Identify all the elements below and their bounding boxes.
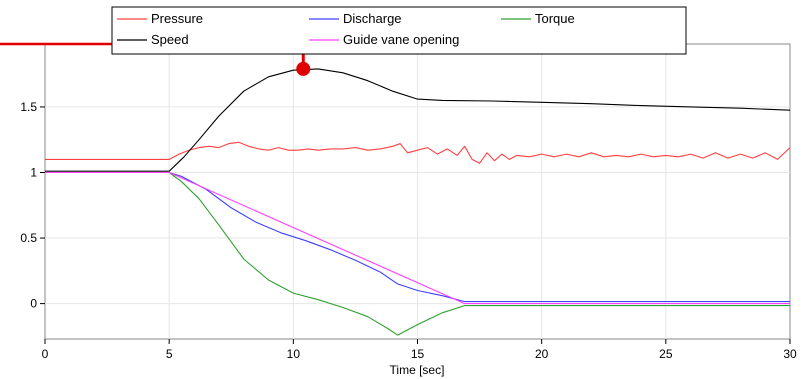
- legend-label-discharge: Discharge: [343, 11, 402, 26]
- x-tick-label: 10: [287, 347, 301, 361]
- series-line-guide-vane-opening: [45, 171, 790, 305]
- legend-box: [111, 6, 687, 55]
- series-line-pressure: [45, 141, 791, 164]
- y-axis-ticks: 0 0.5 1 1.5: [20, 100, 45, 311]
- legend-label-speed: Speed: [151, 32, 189, 47]
- y-tick-label: 1: [30, 165, 37, 179]
- x-axis-ticks: 0 5 10 15 20 25 30: [42, 339, 797, 361]
- x-tick-label: 0: [42, 347, 49, 361]
- y-tick-label: 1.5: [20, 100, 37, 114]
- x-axis-title: Time [sec]: [390, 363, 445, 377]
- legend: Pressure Discharge Torque Speed Guide vane o…: [111, 6, 687, 55]
- legend-label-guide-vane-opening: Guide vane opening: [343, 32, 459, 47]
- series-line-torque: [45, 171, 790, 336]
- x-tick-label: 5: [166, 347, 173, 361]
- series-group: [45, 68, 791, 336]
- marker-bottom-handle[interactable]: [296, 61, 311, 76]
- series-line-speed: [45, 68, 791, 172]
- legend-label-torque: Torque: [535, 11, 575, 26]
- x-tick-label: 15: [411, 347, 425, 361]
- y-tick-label: 0: [30, 297, 37, 311]
- x-tick-label: 20: [535, 347, 549, 361]
- x-tick-label: 30: [783, 347, 797, 361]
- x-tick-label: 25: [659, 347, 673, 361]
- y-tick-label: 0.5: [20, 231, 37, 245]
- legend-label-pressure: Pressure: [151, 11, 203, 26]
